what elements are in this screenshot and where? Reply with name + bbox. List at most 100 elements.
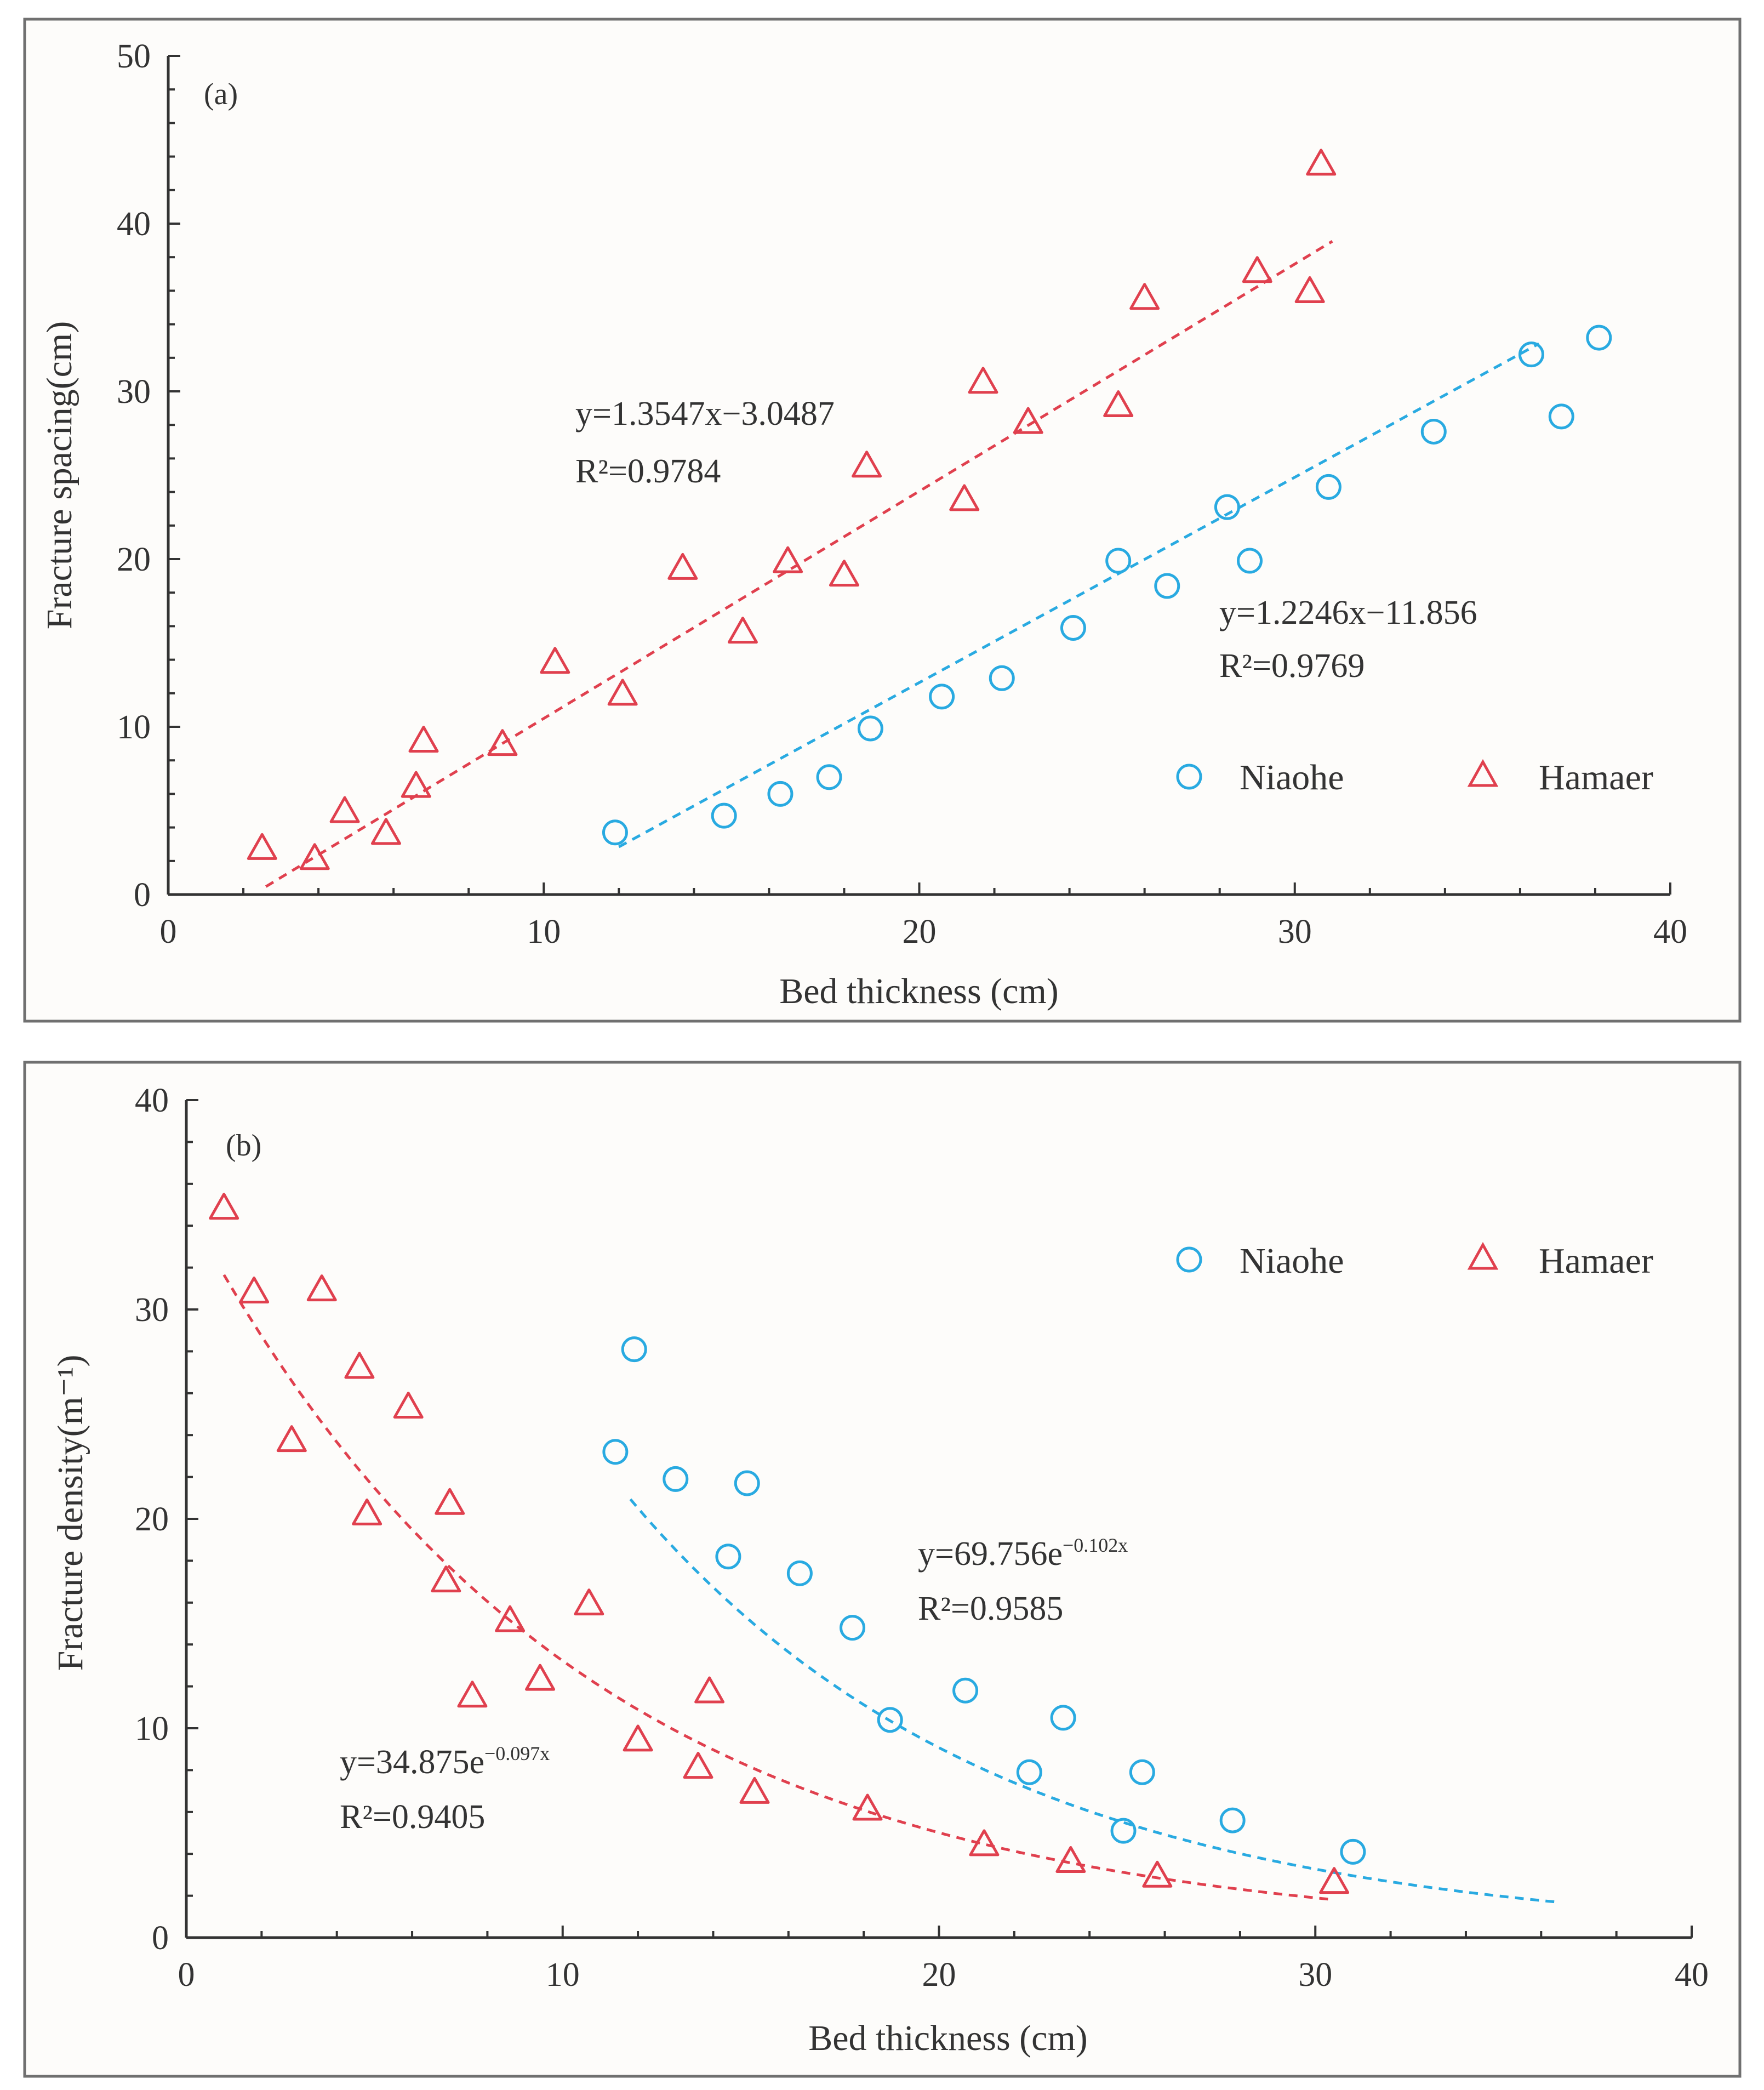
- panel-b-hamaer-r2: R²=0.9405: [340, 1798, 485, 1836]
- panel-b-niaohe-point: [877, 1707, 903, 1733]
- panel-b-niaohe-point: [1340, 1838, 1366, 1865]
- panel-b-niaohe-point: [1219, 1807, 1246, 1833]
- panel-a-hamaer-point: [1306, 149, 1337, 176]
- panel-b-hamaer-point: [969, 1829, 1000, 1856]
- panel-a-niaohe-point: [1518, 341, 1544, 368]
- panel-b-legend-niaohe-marker: [1176, 1246, 1202, 1273]
- panel-b-legend-niaohe-label: Niaohe: [1240, 1241, 1344, 1281]
- panel-a-niaohe-point: [929, 684, 955, 710]
- panel-a-hamaer-point: [607, 679, 638, 706]
- panel-b-points: [209, 1193, 1366, 1894]
- x-tick-label: 0: [160, 913, 177, 950]
- panel-a-niaohe-equation: y=1.2246x−11.856: [1219, 594, 1477, 631]
- panel-a-hamaer-equation: y=1.3547x−3.0487: [575, 395, 835, 432]
- panel-b-hamaer-point: [306, 1274, 337, 1302]
- panel-b-hamaer-point: [457, 1681, 488, 1708]
- panel-a-frame: [23, 18, 1742, 1023]
- y-tick-label: 30: [117, 373, 151, 411]
- panel-a-hamaer-point: [949, 484, 980, 511]
- x-tick-label: 30: [1298, 1956, 1332, 1994]
- panel-b-fit-lines: [222, 1274, 1560, 1904]
- panel-b-niaohe-point: [1050, 1705, 1076, 1731]
- panel-b-hamaer-point: [1142, 1860, 1173, 1888]
- panel-a-niaohe-point: [1548, 403, 1574, 430]
- y-tick-label: 30: [135, 1291, 169, 1329]
- panel-a-hamaer-r2: R²=0.9784: [575, 453, 721, 490]
- panel-b-label: (b): [226, 1129, 261, 1163]
- panel-a-niaohe-point: [767, 781, 793, 807]
- y-tick-label: 0: [134, 876, 151, 914]
- panel-b-niaohe-point: [786, 1560, 813, 1586]
- panel-a-legend: Niaohe Hamaer: [1176, 758, 1653, 798]
- panel-a-legend-niaohe-label: Niaohe: [1240, 758, 1344, 798]
- panel-b-niaohe-point: [952, 1677, 979, 1704]
- panel-b-legend-hamaer-label: Hamaer: [1539, 1241, 1653, 1281]
- panel-b-hamaer-point: [209, 1193, 239, 1220]
- panel-b-niaohe-point: [1110, 1818, 1137, 1844]
- panel-b-hamaer-point: [623, 1724, 653, 1752]
- panel-b-hamaer-point: [1055, 1846, 1086, 1873]
- panel-a-niaohe-point: [1315, 474, 1341, 500]
- panel-a-niaohe-point: [1586, 324, 1612, 351]
- panel-a-niaohe-point: [1154, 573, 1180, 599]
- panel-a-hamaer-point: [1242, 256, 1272, 283]
- panel-b-hamaer-equation-exponent: −0.097x: [484, 1742, 550, 1764]
- panel-b-y-axis-title: Fracture density(m⁻¹): [50, 1355, 90, 1671]
- panel-a-y-axis-title: Fracture spacing(cm): [39, 321, 79, 630]
- panel-a-niaohe-point: [989, 665, 1015, 691]
- panel-a-hamaer-point: [299, 843, 330, 870]
- panel-a-legend-hamaer-label: Hamaer: [1539, 758, 1653, 798]
- panel-b-niaohe-r2: R²=0.9585: [918, 1590, 1063, 1627]
- panel-b-x-axis-title: Bed thickness (cm): [808, 2018, 1088, 2058]
- panel-a-hamaer-point: [1129, 283, 1160, 310]
- panel-b-hamaer-point: [694, 1676, 725, 1704]
- x-tick-label: 20: [903, 913, 937, 950]
- panel-b-legend: Niaohe Hamaer: [1176, 1241, 1653, 1281]
- x-tick-label: 0: [178, 1956, 195, 1994]
- panel-a-hamaer-point: [852, 451, 882, 478]
- panel-a-chart: 0 10 20 30 40 0 10 20 30 40 50 (a) y=1.3547x−3.048…: [23, 18, 1742, 1023]
- panel-b-hamaer-point: [574, 1588, 604, 1616]
- panel-b-hamaer-point: [352, 1498, 383, 1525]
- panel-a-fit-lines: [265, 240, 1540, 888]
- panel-b-niaohe-point: [621, 1336, 647, 1363]
- panel-b-hamaer-point: [1319, 1867, 1350, 1894]
- panel-a-hamaer-point: [968, 367, 998, 394]
- x-tick-label: 10: [546, 1956, 580, 1994]
- x-tick-label: 40: [1675, 1956, 1709, 1994]
- panel-b-hamaer-point: [495, 1605, 526, 1632]
- y-tick-label: 10: [117, 709, 151, 746]
- y-tick-label: 40: [135, 1082, 169, 1119]
- panel-a-niaohe-point: [711, 802, 737, 829]
- panel-a-niaohe-point: [1105, 548, 1132, 574]
- panel-b-hamaer-point: [852, 1793, 883, 1821]
- panel-b-niaohe-point: [1129, 1759, 1155, 1785]
- panel-a-niaohe-r2: R²=0.9769: [1219, 647, 1365, 685]
- panel-b-hamaer-point: [683, 1752, 713, 1779]
- x-tick-label: 20: [922, 1956, 956, 1994]
- panel-a-niaohe-point: [816, 764, 842, 790]
- panel-a-legend-hamaer-marker: [1467, 759, 1499, 787]
- panel-a-hamaer-point: [408, 726, 439, 753]
- panel-b-niaohe-point: [602, 1439, 629, 1465]
- panel-b-frame: [23, 1061, 1742, 2078]
- panel-b-hamaer-point: [435, 1488, 465, 1515]
- panel-b-niaohe-point: [715, 1544, 741, 1570]
- panel-b-hamaer-point: [431, 1565, 461, 1593]
- panel-b-niaohe-point: [663, 1466, 689, 1492]
- panel-a-niaohe-point: [857, 715, 883, 742]
- panel-b-hamaer-point: [739, 1776, 770, 1804]
- panel-a-hamaer-point: [329, 796, 360, 823]
- panel-b-niaohe-equation-main: y=69.756e: [918, 1535, 1063, 1573]
- panel-b-niaohe-fit-line: [629, 1498, 1560, 1904]
- panel-a-points: [247, 149, 1612, 870]
- panel-b-ticks: 0 10 20 30 40 0 10 20 30 40: [135, 1082, 1709, 1994]
- panel-b-hamaer-point: [239, 1276, 270, 1303]
- panel-a-hamaer-point: [1103, 390, 1134, 418]
- panel-a-hamaer-point: [1013, 407, 1043, 434]
- panel-a-hamaer-point: [1294, 276, 1325, 303]
- panel-a-label: (a): [204, 77, 238, 111]
- panel-a-hamaer-point: [773, 546, 803, 573]
